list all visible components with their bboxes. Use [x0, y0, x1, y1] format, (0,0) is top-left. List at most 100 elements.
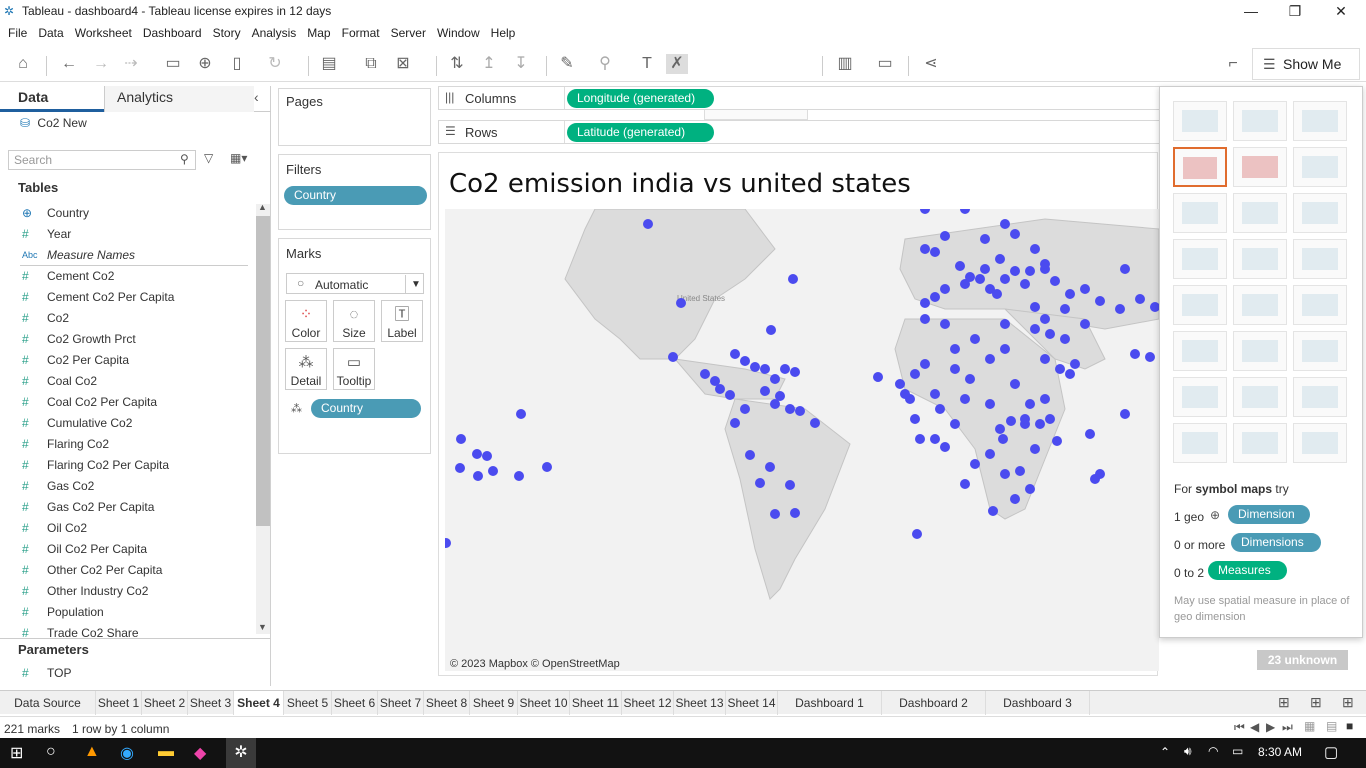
map-point[interactable] — [970, 459, 980, 469]
map-point[interactable] — [940, 442, 950, 452]
map-point[interactable] — [920, 314, 930, 324]
map-point[interactable] — [1040, 394, 1050, 404]
map-point[interactable] — [516, 409, 526, 419]
unknown-indicator[interactable]: 23 unknown — [1257, 650, 1348, 670]
show-me-button[interactable]: ☰ Show Me — [1252, 48, 1360, 80]
sheet-tab[interactable]: Sheet 4 — [234, 691, 284, 715]
map-point[interactable] — [668, 352, 678, 362]
map-point[interactable] — [960, 394, 970, 404]
map-point[interactable] — [1080, 284, 1090, 294]
chart-type-bullet-graph-icon[interactable] — [1233, 423, 1287, 463]
chart-type-histogram-icon[interactable] — [1233, 377, 1287, 417]
vlc-icon[interactable]: ▲ — [84, 743, 100, 760]
prev-sheet-icon[interactable]: ◀ — [1250, 720, 1260, 734]
chart-type-area-discrete-icon[interactable] — [1233, 331, 1287, 371]
minimize-icon[interactable]: — — [1244, 3, 1258, 19]
filters-shelf[interactable]: Filters Country — [278, 154, 431, 230]
map-point[interactable] — [750, 362, 760, 372]
map-point[interactable] — [1060, 304, 1070, 314]
map-point[interactable] — [765, 462, 775, 472]
map-point[interactable] — [1070, 359, 1080, 369]
map-point[interactable] — [920, 298, 930, 308]
map-point[interactable] — [1080, 319, 1090, 329]
map-point[interactable] — [915, 434, 925, 444]
new-dashboard-tab-icon[interactable]: ⊞ — [1310, 694, 1322, 710]
map-point[interactable] — [930, 434, 940, 444]
map-point[interactable] — [514, 471, 524, 481]
map-point[interactable] — [1025, 266, 1035, 276]
map-point[interactable] — [700, 369, 710, 379]
map-point[interactable] — [960, 279, 970, 289]
chart-type-horizontal-bars-icon[interactable] — [1173, 193, 1227, 233]
field-item[interactable]: # Other Co2 Per Capita — [0, 560, 250, 581]
map-point[interactable] — [1150, 302, 1159, 312]
map-point[interactable] — [965, 272, 975, 282]
map-point[interactable] — [910, 369, 920, 379]
tooltip-button[interactable]: ▭ Tooltip — [333, 348, 375, 390]
chart-type-packed-bubbles-icon[interactable] — [1293, 423, 1347, 463]
map-point[interactable] — [730, 349, 740, 359]
refresh-icon[interactable]: ↻ — [268, 55, 282, 72]
chart-type-side-by-side-bars-icon[interactable] — [1293, 193, 1347, 233]
field-item[interactable]: # Gas Co2 — [0, 476, 250, 497]
field-item[interactable]: # Oil Co2 — [0, 518, 250, 539]
collapse-pane-icon[interactable]: ‹ — [254, 89, 259, 105]
sheet-tab[interactable]: Sheet 14 — [726, 691, 778, 715]
parameter-item[interactable]: # TOP — [0, 663, 250, 684]
view-options-icon[interactable]: ▦▾ — [230, 151, 248, 165]
field-item[interactable]: # Flaring Co2 Per Capita — [0, 455, 250, 476]
map-point[interactable] — [1065, 289, 1075, 299]
share-icon[interactable]: ⋖ — [924, 55, 938, 72]
duplicate-sheet-icon[interactable]: ⧉ — [365, 55, 377, 72]
map-point[interactable] — [715, 384, 725, 394]
sort-desc-icon[interactable]: ↧ — [514, 55, 528, 72]
chart-type-treemap-icon[interactable] — [1173, 239, 1227, 279]
size-button[interactable]: ◌ Size — [333, 300, 375, 342]
map-point[interactable] — [1095, 296, 1105, 306]
map-attribution[interactable]: © 2023 Mapbox © OpenStreetMap — [450, 658, 620, 670]
new-worksheet-icon[interactable]: ▤ — [321, 55, 337, 72]
filter-icon[interactable]: ▽ — [204, 151, 214, 165]
map-point[interactable] — [995, 254, 1005, 264]
map-point[interactable] — [1030, 444, 1040, 454]
last-sheet-icon[interactable]: ⏭ — [1282, 720, 1293, 734]
map-point[interactable] — [985, 399, 995, 409]
map-point[interactable] — [766, 325, 776, 335]
map-point[interactable] — [1006, 416, 1016, 426]
map-point[interactable] — [1030, 244, 1040, 254]
map-point[interactable] — [1020, 414, 1030, 424]
rows-pill[interactable]: Latitude (generated) — [567, 123, 714, 142]
map-point[interactable] — [950, 344, 960, 354]
notifications-icon[interactable]: ▢ — [1324, 744, 1339, 761]
sheet-tab[interactable]: Sheet 1 — [96, 691, 142, 715]
map-point[interactable] — [930, 292, 940, 302]
map-point[interactable] — [1025, 484, 1035, 494]
map-point[interactable] — [1010, 229, 1020, 239]
windows-start-icon[interactable]: ⊞ — [10, 745, 24, 762]
map-point[interactable] — [740, 404, 750, 414]
map-point[interactable] — [920, 244, 930, 254]
sheet-tab[interactable]: Sheet 5 — [284, 691, 332, 715]
sheet-tab[interactable]: Sheet 6 — [332, 691, 378, 715]
sheet-tab[interactable]: Sheet 7 — [378, 691, 424, 715]
field-item[interactable]: # Oil Co2 Per Capita — [0, 539, 250, 560]
map-point[interactable] — [1010, 494, 1020, 504]
marks-pill-country[interactable]: Country — [311, 399, 421, 418]
chart-type-highlight-table-icon[interactable] — [1293, 101, 1347, 141]
map-point[interactable] — [1045, 329, 1055, 339]
color-button[interactable]: ⁘ Color — [285, 300, 327, 342]
chart-type-lines-continuous-icon[interactable] — [1173, 285, 1227, 325]
scroll-up-icon[interactable]: ▲ — [258, 202, 267, 212]
map-point[interactable] — [725, 390, 735, 400]
chart-type-pie-chart-icon[interactable] — [1293, 147, 1347, 187]
map-point[interactable] — [1025, 399, 1035, 409]
map-point[interactable] — [456, 434, 466, 444]
chart-type-area-continuous-icon[interactable] — [1173, 331, 1227, 371]
battery-icon[interactable]: ▭ — [1232, 744, 1244, 758]
map-point[interactable] — [785, 404, 795, 414]
map-point[interactable] — [940, 284, 950, 294]
map-point[interactable] — [1000, 344, 1010, 354]
map-point[interactable] — [473, 471, 483, 481]
map-point[interactable] — [960, 479, 970, 489]
map-point[interactable] — [985, 449, 995, 459]
